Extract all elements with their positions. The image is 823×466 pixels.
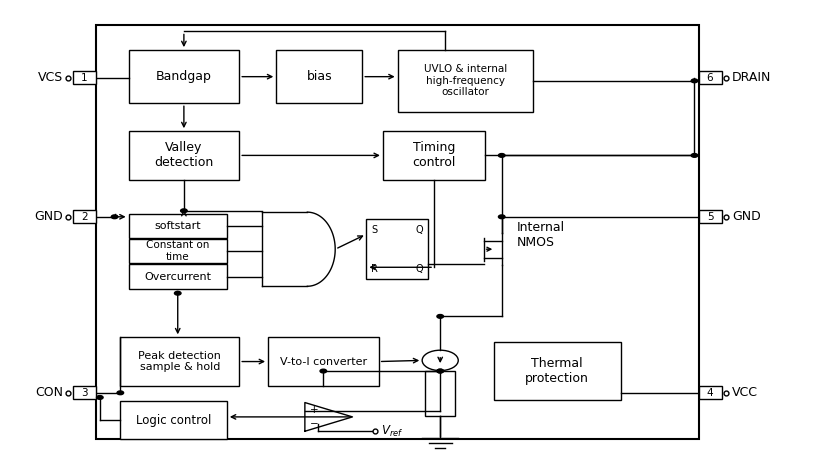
Text: Constant on
time: Constant on time xyxy=(146,240,209,262)
Bar xyxy=(128,50,239,103)
Bar xyxy=(494,342,621,400)
Bar xyxy=(128,265,227,288)
Text: Overcurrent: Overcurrent xyxy=(144,272,212,281)
Circle shape xyxy=(499,215,505,219)
Text: softstart: softstart xyxy=(155,220,201,231)
Circle shape xyxy=(111,215,118,219)
Text: VCS: VCS xyxy=(38,71,63,84)
Text: CON: CON xyxy=(35,386,63,399)
Circle shape xyxy=(499,154,505,157)
Bar xyxy=(128,239,227,263)
Text: UVLO & internal
high-frequency
oscillator: UVLO & internal high-frequency oscillato… xyxy=(424,64,507,97)
Text: bias: bias xyxy=(306,70,332,83)
Text: DRAIN: DRAIN xyxy=(732,71,772,84)
Text: 3: 3 xyxy=(81,388,87,398)
Text: Thermal
protection: Thermal protection xyxy=(525,357,589,385)
Bar xyxy=(425,371,455,416)
Bar xyxy=(72,210,95,223)
Text: Internal
NMOS: Internal NMOS xyxy=(517,221,565,249)
Text: +: + xyxy=(309,404,319,415)
Circle shape xyxy=(422,350,458,370)
Bar xyxy=(72,71,95,84)
Circle shape xyxy=(437,369,444,373)
Bar xyxy=(277,50,362,103)
Text: R: R xyxy=(371,264,379,274)
Circle shape xyxy=(437,369,444,373)
Text: 2: 2 xyxy=(81,212,87,222)
Bar xyxy=(120,401,227,439)
Bar xyxy=(128,213,227,238)
Bar xyxy=(398,50,533,112)
Text: Q: Q xyxy=(416,264,423,274)
Text: VCC: VCC xyxy=(732,386,758,399)
Text: Valley
detection: Valley detection xyxy=(154,141,213,170)
Text: V-to-I converter: V-to-I converter xyxy=(280,356,367,367)
Bar xyxy=(268,337,379,386)
Bar xyxy=(383,131,486,180)
Text: GND: GND xyxy=(35,210,63,223)
Circle shape xyxy=(691,154,698,157)
Bar xyxy=(699,71,722,84)
Text: $V_{ref}$: $V_{ref}$ xyxy=(381,424,403,439)
Text: 5: 5 xyxy=(707,212,714,222)
Text: 6: 6 xyxy=(707,73,714,83)
Circle shape xyxy=(117,391,123,395)
Text: GND: GND xyxy=(732,210,761,223)
Bar xyxy=(366,219,428,279)
Bar xyxy=(72,386,95,399)
Text: 1: 1 xyxy=(81,73,87,83)
Circle shape xyxy=(437,315,444,318)
Circle shape xyxy=(691,79,698,82)
Text: 4: 4 xyxy=(707,388,714,398)
Text: Timing
control: Timing control xyxy=(412,141,456,170)
Text: S: S xyxy=(371,225,378,235)
Bar xyxy=(699,210,722,223)
Text: Peak detection
sample & hold: Peak detection sample & hold xyxy=(138,351,221,372)
Bar xyxy=(128,131,239,180)
Text: Logic control: Logic control xyxy=(136,414,212,427)
Bar xyxy=(699,386,722,399)
Text: −: − xyxy=(309,418,319,429)
Text: Bandgap: Bandgap xyxy=(156,70,212,83)
Circle shape xyxy=(174,291,181,295)
Circle shape xyxy=(96,396,103,399)
Text: Q̄: Q̄ xyxy=(416,225,423,235)
Circle shape xyxy=(320,369,327,373)
Bar xyxy=(120,337,239,386)
Circle shape xyxy=(180,209,187,212)
Bar xyxy=(95,25,699,439)
